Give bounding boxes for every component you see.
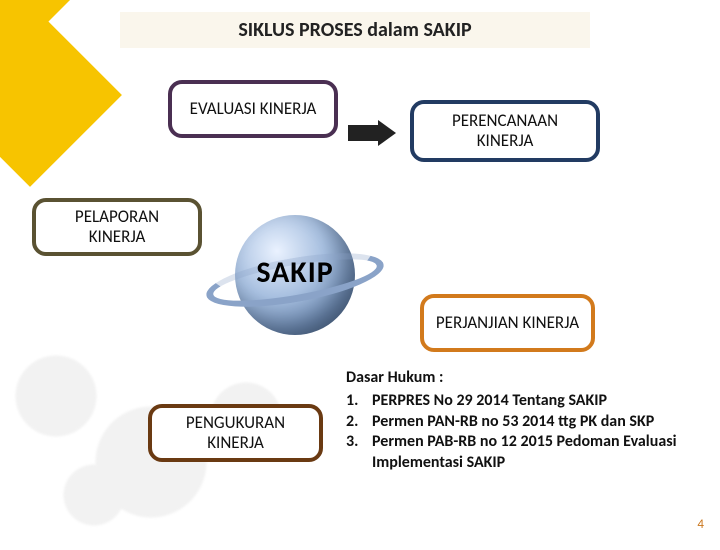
page-number: 4	[697, 517, 704, 532]
node-pelaporan-kinerja: PELAPORAN KINERJA	[32, 198, 202, 256]
bg-accent-triangle	[0, 0, 90, 90]
list-text: Permen PAB-RB no 12 2015 Pedoman Evaluas…	[372, 432, 706, 474]
slide-title-bar: SIKLUS PROSES dalam SAKIP	[120, 12, 590, 48]
center-globe: SAKIP	[210, 190, 380, 360]
node-perencanaan-kinerja: PERENCANAAN KINERJA	[410, 100, 600, 162]
list-text: Permen PAN-RB no 53 2014 ttg PK dan SKP	[372, 412, 706, 433]
list-number: 3.	[346, 432, 372, 474]
dasar-hukum-list: 1.PERPRES No 29 2014 Tentang SAKIP 2.Per…	[346, 391, 706, 474]
list-number: 1.	[346, 391, 372, 412]
dasar-hukum-block: Dasar Hukum : 1.PERPRES No 29 2014 Tenta…	[346, 368, 706, 474]
node-perjanjian-kinerja: PERJANJIAN KINERJA	[420, 294, 595, 352]
list-item: 2.Permen PAN-RB no 53 2014 ttg PK dan SK…	[346, 412, 706, 433]
node-label: PERJANJIAN KINERJA	[436, 313, 579, 333]
arrow-body	[348, 125, 380, 141]
center-label: SAKIP	[210, 254, 380, 291]
node-label: EVALUASI KINERJA	[190, 99, 317, 119]
node-pengukuran-kinerja: PENGUKURAN KINERJA	[148, 404, 323, 462]
list-number: 2.	[346, 412, 372, 433]
arrow-evaluasi-to-perencanaan	[348, 120, 398, 146]
slide-title: SIKLUS PROSES dalam SAKIP	[238, 18, 471, 42]
list-item: 1.PERPRES No 29 2014 Tentang SAKIP	[346, 391, 706, 412]
list-text: PERPRES No 29 2014 Tentang SAKIP	[372, 391, 706, 412]
node-label: PERENCANAAN KINERJA	[424, 111, 586, 150]
node-label: PELAPORAN KINERJA	[46, 207, 188, 246]
node-label: PENGUKURAN KINERJA	[162, 413, 309, 452]
node-evaluasi-kinerja: EVALUASI KINERJA	[168, 80, 338, 138]
arrow-head-icon	[378, 120, 396, 146]
list-item: 3.Permen PAB-RB no 12 2015 Pedoman Evalu…	[346, 432, 706, 474]
dasar-hukum-heading: Dasar Hukum :	[346, 368, 706, 389]
